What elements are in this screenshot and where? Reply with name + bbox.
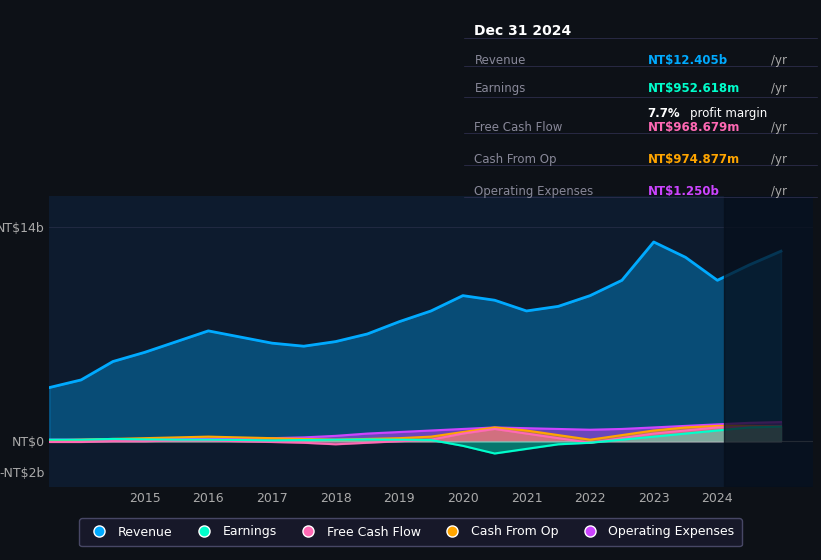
Text: 7.7%: 7.7% (648, 108, 680, 120)
Legend: Revenue, Earnings, Free Cash Flow, Cash From Op, Operating Expenses: Revenue, Earnings, Free Cash Flow, Cash … (79, 518, 742, 546)
Text: /yr: /yr (771, 54, 787, 67)
Text: profit margin: profit margin (690, 108, 767, 120)
Text: /yr: /yr (771, 153, 787, 166)
Text: Cash From Op: Cash From Op (475, 153, 557, 166)
Text: NT$968.679m: NT$968.679m (648, 122, 740, 134)
Text: /yr: /yr (771, 185, 787, 198)
Text: Free Cash Flow: Free Cash Flow (475, 122, 563, 134)
Text: /yr: /yr (771, 82, 787, 95)
Text: NT$1.250b: NT$1.250b (648, 185, 719, 198)
Text: NT$974.877m: NT$974.877m (648, 153, 740, 166)
Bar (723, 196, 821, 487)
Text: Revenue: Revenue (475, 54, 525, 67)
Text: /yr: /yr (771, 122, 787, 134)
Text: NT$12.405b: NT$12.405b (648, 54, 727, 67)
Text: Dec 31 2024: Dec 31 2024 (475, 24, 571, 38)
Text: NT$952.618m: NT$952.618m (648, 82, 740, 95)
Text: Operating Expenses: Operating Expenses (475, 185, 594, 198)
Text: Earnings: Earnings (475, 82, 525, 95)
